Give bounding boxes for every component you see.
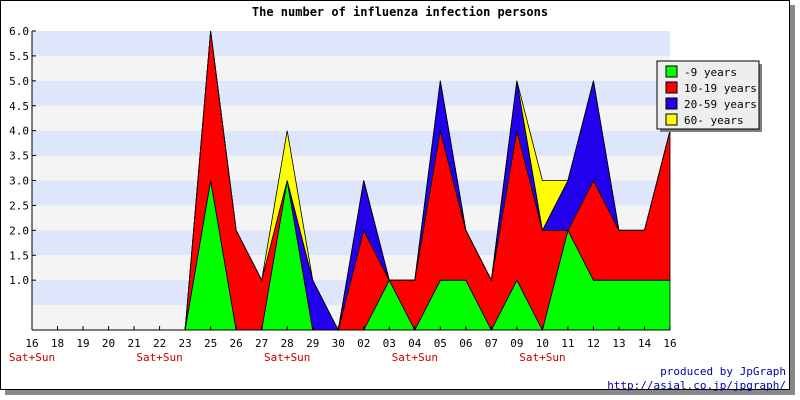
x-tick-label: 16 <box>663 337 676 350</box>
y-tick-label: 1.5 <box>9 249 29 262</box>
weekend-label: Sat+Sun <box>264 351 310 364</box>
x-tick-label: 05 <box>434 337 447 350</box>
x-tick-label: 27 <box>255 337 268 350</box>
legend-label: 20-59 years <box>684 98 757 111</box>
x-tick-label: 28 <box>281 337 294 350</box>
weekend-label: Sat+Sun <box>9 351 55 364</box>
credit-line-2: http://asial.co.jp/jpgraph/ <box>607 379 786 392</box>
x-tick-label: 20 <box>102 337 115 350</box>
grid-band <box>32 80 670 106</box>
y-tick-label: 2.5 <box>9 199 29 212</box>
x-tick-label: 13 <box>612 337 625 350</box>
x-tick-label: 14 <box>638 337 652 350</box>
axes: 1.01.52.02.53.03.54.04.55.05.56.016Sat+S… <box>9 25 677 364</box>
x-tick-label: 07 <box>485 337 498 350</box>
y-tick-label: 6.0 <box>9 25 29 38</box>
grid-band <box>32 130 670 156</box>
y-tick-label: 4.0 <box>9 125 29 138</box>
y-tick-label: 3.0 <box>9 175 29 188</box>
x-tick-label: 02 <box>357 337 370 350</box>
x-tick-label: 25 <box>204 337 217 350</box>
grid-band <box>32 105 670 131</box>
x-tick-label: 26 <box>230 337 243 350</box>
x-tick-label: 21 <box>127 337 140 350</box>
x-tick-label: 22 <box>153 337 166 350</box>
legend-swatch <box>665 65 678 78</box>
y-tick-label: 3.5 <box>9 150 29 163</box>
y-tick-label: 5.0 <box>9 75 29 88</box>
y-tick-label: 4.5 <box>9 100 29 113</box>
x-tick-label: 30 <box>332 337 345 350</box>
weekend-label: Sat+Sun <box>136 351 182 364</box>
y-tick-label: 2.0 <box>9 224 29 237</box>
x-tick-label: 23 <box>178 337 191 350</box>
legend-label: -9 years <box>684 66 737 79</box>
x-tick-label: 06 <box>459 337 472 350</box>
x-tick-label: 29 <box>306 337 319 350</box>
legend-swatch <box>665 81 678 94</box>
chart-title: The number of influenza infection person… <box>252 5 548 19</box>
x-tick-label: 03 <box>383 337 396 350</box>
credit-line-1: produced by JpGraph <box>660 365 786 378</box>
grid-band <box>32 155 670 181</box>
x-tick-label: 16 <box>25 337 38 350</box>
x-tick-label: 04 <box>408 337 422 350</box>
y-tick-label: 5.5 <box>9 50 29 63</box>
x-tick-label: 10 <box>536 337 549 350</box>
legend-label: 10-19 years <box>684 82 757 95</box>
x-tick-label: 12 <box>587 337 600 350</box>
legend-swatch <box>665 97 678 110</box>
x-tick-label: 09 <box>510 337 523 350</box>
legend-label: 60- years <box>684 114 744 127</box>
x-tick-label: 18 <box>51 337 64 350</box>
weekend-label: Sat+Sun <box>392 351 438 364</box>
x-tick-label: 19 <box>76 337 89 350</box>
x-tick-label: 11 <box>561 337 574 350</box>
legend-swatch <box>665 113 678 126</box>
weekend-label: Sat+Sun <box>519 351 565 364</box>
y-tick-label: 1.0 <box>9 274 29 287</box>
grid-band <box>32 55 670 81</box>
legend: -9 years 10-19 years 20-59 years 60- years <box>656 60 762 132</box>
grid-band <box>32 31 670 56</box>
